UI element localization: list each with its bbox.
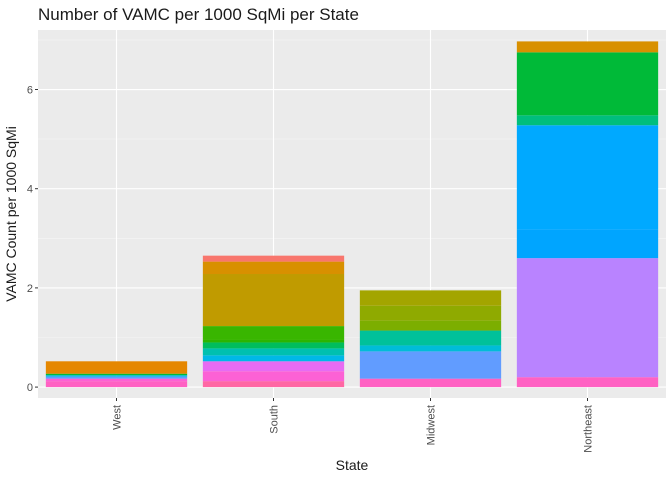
bar-segment-northeast-6 (516, 41, 659, 53)
x-tick-label-west: West (112, 405, 124, 430)
y-tick-label: 0 (27, 382, 33, 394)
y-tick-label: 6 (27, 85, 33, 97)
bar-segment-south-4 (202, 348, 345, 356)
bar-segment-west-0 (45, 381, 188, 388)
bar-segment-south-3 (202, 355, 345, 362)
bar-segment-west-2 (45, 376, 188, 379)
bar-segment-south-10 (202, 255, 345, 262)
bar-segment-south-1 (202, 371, 345, 382)
bar-segment-south-0 (202, 381, 345, 388)
bars (45, 41, 659, 388)
bar-segment-south-7 (202, 326, 345, 340)
y-tick-label: 4 (27, 184, 33, 196)
bar-segment-south-6 (202, 339, 345, 343)
y-axis: 0 2 4 6 (27, 85, 38, 394)
bar-segment-south-2 (202, 361, 345, 372)
bar-segment-west-3 (45, 375, 188, 377)
y-axis-title: VAMC Count per 1000 SqMi (3, 126, 19, 302)
bar-segment-midwest-5 (359, 305, 502, 321)
bar-segment-northeast-5 (516, 52, 659, 116)
bar-segment-midwest-4 (359, 320, 502, 331)
bar-segment-midwest-1 (359, 351, 502, 379)
bar-segment-west-5 (45, 361, 188, 374)
bar-segment-west-4 (45, 373, 188, 376)
bar-segment-west-1 (45, 378, 188, 382)
chart-title: Number of VAMC per 1000 SqMi per State (38, 5, 359, 24)
x-tick-label-midwest: Midwest (426, 405, 438, 445)
bar-segment-northeast-0 (516, 377, 659, 388)
bar-segment-northeast-1 (516, 258, 659, 378)
bar-segment-south-5 (202, 342, 345, 349)
bar-segment-midwest-0 (359, 378, 502, 388)
bar-segment-northeast-4 (516, 115, 659, 126)
bar-segment-northeast-3 (516, 125, 659, 230)
bar-segment-midwest-6 (359, 290, 502, 306)
y-tick-label: 2 (27, 283, 33, 295)
x-tick-label-northeast: Northeast (583, 405, 595, 453)
x-axis: West South Midwest Northeast (112, 398, 595, 453)
bar-segment-midwest-2 (359, 345, 502, 352)
x-tick-label-south: South (269, 405, 281, 434)
bar-segment-midwest-3 (359, 330, 502, 346)
bar-segment-south-9 (202, 261, 345, 275)
bar-segment-northeast-2 (516, 229, 659, 259)
bar-segment-south-8 (202, 274, 345, 327)
x-axis-title: State (336, 457, 369, 473)
